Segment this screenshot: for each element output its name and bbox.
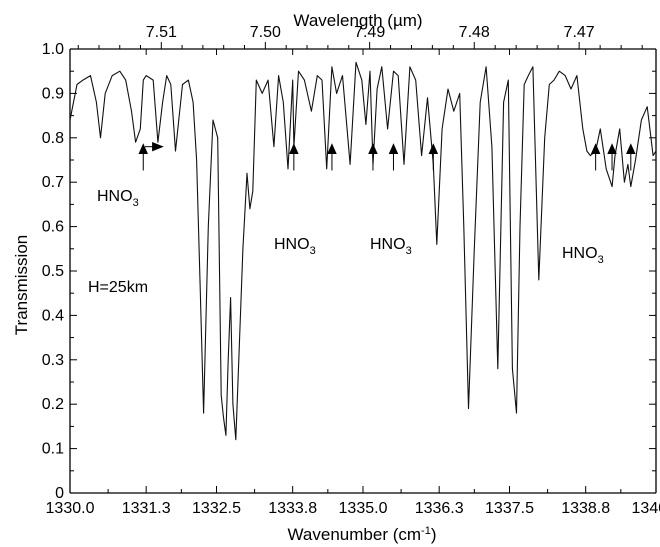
- hno3-label: HNO3: [370, 236, 412, 257]
- hno3-arrowhead: [327, 143, 337, 154]
- hno3-arrowhead: [428, 143, 439, 154]
- y-tick-label: 1.0: [42, 41, 64, 58]
- hno3-label-base: HNO: [562, 245, 598, 262]
- y-tick-label: 0.4: [42, 307, 64, 324]
- x-axis-title-close: ): [431, 525, 437, 544]
- altitude-annotation: H=25km: [88, 279, 148, 296]
- y-tick-label: 0.8: [42, 130, 64, 147]
- hno3-arrowhead: [152, 141, 164, 152]
- hno3-label: HNO3: [97, 188, 139, 209]
- y-tick-label: 0.3: [42, 352, 64, 369]
- hno3-arrowhead: [607, 143, 617, 154]
- y-tick-label: 0.6: [42, 219, 64, 236]
- hno3-label-subscript: 3: [310, 245, 316, 257]
- hno3-arrowhead: [590, 143, 601, 154]
- x-tick-label: 1338.8: [561, 500, 610, 517]
- x-tick-label: 1335.0: [339, 500, 388, 517]
- y-tick-label: 0.1: [42, 441, 64, 458]
- y-tick-label: 0.9: [42, 85, 64, 102]
- top-tick-label: 7.50: [250, 24, 281, 41]
- hno3-label-subscript: 3: [406, 245, 412, 257]
- top-tick-label: 7.49: [354, 24, 385, 41]
- hno3-arrowhead: [388, 143, 399, 154]
- top-axis-title: Wavelength (µm): [293, 11, 422, 30]
- hno3-arrowhead: [368, 143, 378, 154]
- hno3-label: HNO3: [274, 236, 316, 257]
- x-tick-label: 1336.3: [415, 500, 464, 517]
- x-axis-title-sup: -1: [421, 525, 431, 537]
- top-tick-label: 7.48: [459, 24, 490, 41]
- hno3-arrowhead: [626, 143, 636, 154]
- x-tick-label: 1332.5: [192, 500, 241, 517]
- hno3-label-subscript: 3: [133, 197, 139, 209]
- top-tick-label: 7.51: [146, 24, 177, 41]
- x-axis-title: Wavenumber (cm-1): [288, 525, 437, 544]
- hno3-arrowhead: [138, 143, 149, 154]
- top-tick-label: 7.47: [564, 24, 595, 41]
- y-tick-label: 0.2: [42, 396, 64, 413]
- x-tick-label: 1333.8: [268, 500, 317, 517]
- y-tick-label: 0.5: [42, 263, 64, 280]
- hno3-label: HNO3: [562, 245, 604, 266]
- hno3-label-base: HNO: [97, 188, 133, 205]
- hno3-label-base: HNO: [370, 236, 406, 253]
- transmission-line: [69, 61, 657, 441]
- hno3-label-base: HNO: [274, 236, 310, 253]
- hno3-arrowhead: [289, 143, 299, 154]
- x-axis-title-base: Wavenumber (cm: [288, 525, 422, 544]
- y-tick-label: 0.7: [42, 174, 64, 191]
- x-tick-label: 1330.0: [46, 500, 95, 517]
- y-axis-title: Transmission: [12, 235, 31, 335]
- hno3-label-subscript: 3: [598, 254, 604, 266]
- x-tick-label: 1337.5: [485, 500, 534, 517]
- y-tick-label: 0: [55, 485, 64, 502]
- x-tick-label: 1331.3: [122, 500, 171, 517]
- chart-generated-marks: 1330.0 1331.3 1332.5 1333.8 1335.0 1336.3 1337…: [42, 24, 660, 517]
